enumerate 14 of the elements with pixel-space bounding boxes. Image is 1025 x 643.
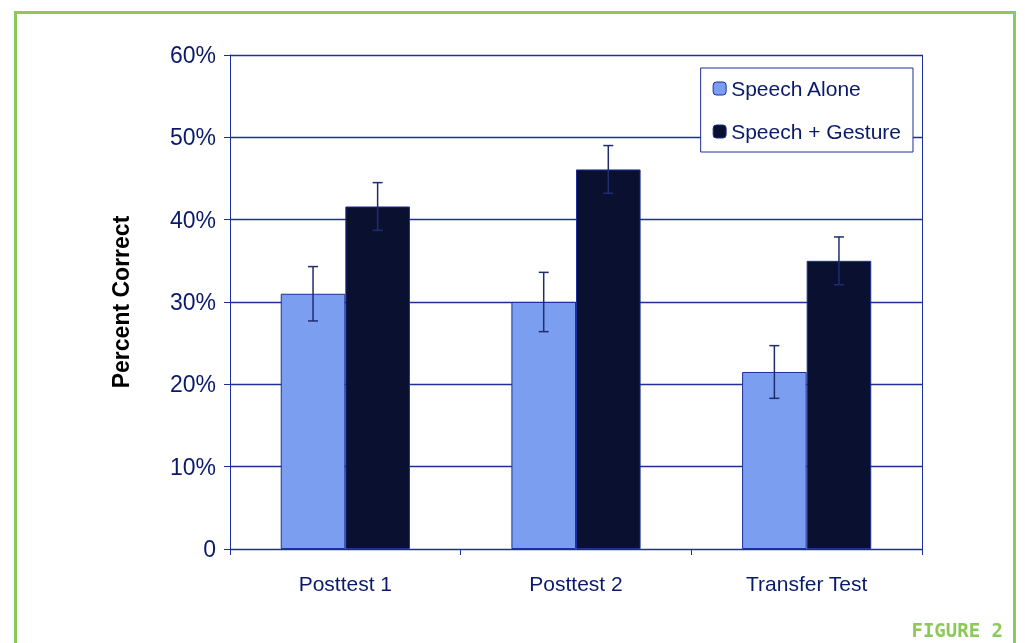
legend-label: Speech + Gesture (731, 120, 901, 143)
x-tick-label: Posttest 1 (298, 572, 393, 595)
y-tick-label: 0 (203, 536, 216, 562)
x-tick-label: Transfer Test (745, 572, 868, 595)
y-tick-label: 50% (169, 124, 216, 151)
y-tick-label: 40% (169, 206, 216, 233)
y-axis-title: Percent Correct (107, 215, 134, 389)
y-tick-label: 20% (169, 371, 216, 398)
caption: FIGURE 2 (911, 618, 1003, 641)
y-tick-label: 60% (169, 42, 216, 68)
y-tick-label: 10% (169, 453, 216, 480)
legend-label: Speech Alone (731, 77, 861, 100)
y-tick-label: 30% (169, 289, 216, 315)
x-tick-label: Posttest 2 (529, 572, 623, 595)
